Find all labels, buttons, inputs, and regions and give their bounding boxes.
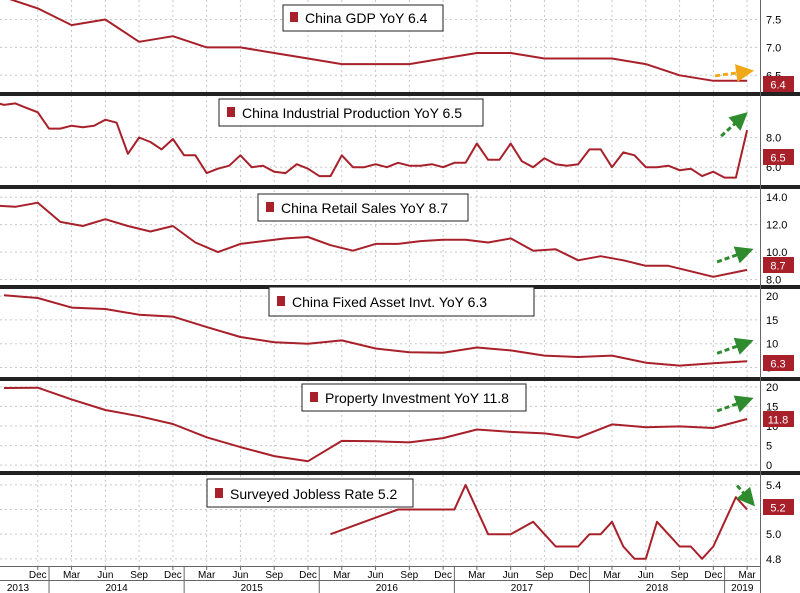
x-tick-label: Dec: [29, 570, 47, 581]
x-axis: Dec Mar Jun Sep Dec Mar Jun Sep Dec Mar Jun Sep Dec M…: [0, 0, 761, 593]
y-tick-label: 15: [766, 315, 778, 327]
y-tick-label: 5.0: [766, 529, 781, 541]
y-tick-label: 8.0: [766, 275, 781, 287]
series-line: [0, 201, 748, 278]
y-tick-label: 0: [766, 460, 772, 472]
x-tick-label: Sep: [671, 570, 689, 581]
x-year-label: 2014: [105, 583, 128, 593]
legend-label: China Industrial Production YoY 6.5: [242, 105, 462, 121]
last-value: 6.3: [770, 359, 785, 371]
y-tick-label: 6.0: [766, 162, 781, 174]
x-tick-label: Mar: [468, 570, 486, 581]
x-tick-label: Mar: [603, 570, 621, 581]
y-tick-label: 10.0: [766, 247, 787, 259]
y-tick-label: 4.8: [766, 554, 781, 566]
x-tick-label: Dec: [299, 570, 317, 581]
last-value: 6.4: [770, 80, 785, 92]
x-year-label: 2015: [241, 583, 264, 593]
last-value: 6.5: [770, 153, 785, 165]
x-tick-label: Dec: [434, 570, 452, 581]
legend-swatch-icon: [215, 488, 223, 498]
x-tick-label: Sep: [536, 570, 554, 581]
last-value: 11.8: [768, 415, 789, 427]
x-tick-label: Sep: [130, 570, 148, 581]
y-tick-label: 7.0: [766, 42, 781, 54]
x-tick-label: Jun: [638, 570, 654, 581]
x-tick-label: Mar: [198, 570, 216, 581]
x-tick-label: Jun: [503, 570, 519, 581]
legend-label: Property Investment YoY 11.8: [325, 390, 509, 406]
legend-label: China Retail Sales YoY 8.7: [281, 200, 448, 216]
x-tick-label: Dec: [704, 570, 722, 581]
legend-swatch-icon: [227, 107, 235, 117]
panel-separator: [0, 92, 800, 96]
last-value-badge-0: 6.4: [763, 76, 794, 92]
x-tick-label: Jun: [232, 570, 248, 581]
y-tick-label: 20: [766, 291, 778, 303]
legend-swatch-icon: [266, 202, 274, 212]
last-value-badge-2: 8.7: [763, 257, 794, 273]
x-tick-label: Dec: [569, 570, 587, 581]
panel-separator: [0, 471, 800, 475]
x-tick-label: Mar: [63, 570, 81, 581]
x-year-label: 2017: [511, 583, 534, 593]
y-tick-label: 10: [766, 339, 778, 351]
y-tick-label: 14.0: [766, 192, 787, 204]
legend-label: China Fixed Asset Invt. YoY 6.3: [292, 294, 487, 310]
legend-box-0: China GDP YoY 6.4: [282, 4, 444, 32]
x-tick-label: Jun: [97, 570, 113, 581]
legend-box-3: China Fixed Asset Invt. YoY 6.3: [268, 286, 535, 317]
x-tick-label: Mar: [333, 570, 351, 581]
trend-arrows: [714, 64, 755, 507]
x-year-label: 2016: [376, 583, 399, 593]
y-tick-label: 5.4: [766, 480, 781, 492]
x-tick-label: Dec: [164, 570, 182, 581]
trend-arrow-icon: [716, 395, 754, 413]
trend-arrow-icon: [735, 484, 755, 507]
last-value: 5.2: [770, 503, 785, 515]
legend-swatch-icon: [290, 12, 298, 22]
y-tick-label: 8.0: [766, 133, 781, 145]
last-value-badge-1: 6.5: [763, 149, 794, 165]
x-year-label: 2013: [7, 583, 30, 593]
panel-separator: [0, 377, 800, 381]
trend-arrow-icon: [720, 112, 748, 138]
last-value: 8.7: [770, 261, 785, 273]
trend-arrow-icon: [714, 64, 755, 82]
last-value-badge-5: 5.2: [763, 499, 794, 515]
trend-arrow-icon: [716, 246, 754, 264]
legend-box-5: Surveyed Jobless Rate 5.2: [206, 478, 414, 508]
series-line: [3, 386, 748, 463]
panel-separators: [0, 92, 800, 475]
x-tick-label: Jun: [367, 570, 383, 581]
y-tick-label: 20: [766, 382, 778, 394]
series-lines: [0, 0, 749, 560]
legend-box-2: China Retail Sales YoY 8.7: [257, 193, 469, 222]
legend-swatch-icon: [277, 296, 285, 306]
x-year-label: 2018: [646, 583, 669, 593]
series-line: [9, 0, 748, 82]
series-line: [330, 483, 748, 560]
trend-arrow-icon: [716, 337, 754, 355]
legend-swatch-icon: [310, 392, 318, 402]
x-tick-label: Mar: [738, 570, 756, 581]
series-line: [3, 294, 748, 367]
series-line: [0, 102, 749, 179]
legend-label: Surveyed Jobless Rate 5.2: [230, 486, 398, 502]
x-tick-label: Sep: [265, 570, 283, 581]
legend-box-1: China Industrial Production YoY 6.5: [218, 98, 484, 127]
y-tick-label: 15: [766, 401, 778, 413]
last-value-badge-3: 6.3: [763, 355, 794, 371]
legend-label: China GDP YoY 6.4: [305, 10, 428, 26]
y-tick-label: 12.0: [766, 220, 787, 232]
y-tick-label: 5: [766, 441, 772, 453]
x-year-label: 2019: [731, 583, 754, 593]
y-tick-label: 7.5: [766, 15, 781, 27]
panel-separator: [0, 185, 800, 189]
y-axis-tick-labels: 7.5 7.0 6.5 8.0 6.0 14.0 12.0 10.0 8.0 20 15 10 5 20 1…: [766, 15, 787, 566]
x-tick-label: Sep: [400, 570, 418, 581]
last-value-badge-4: 11.8: [763, 411, 794, 427]
legend-box-4: Property Investment YoY 11.8: [301, 383, 527, 412]
